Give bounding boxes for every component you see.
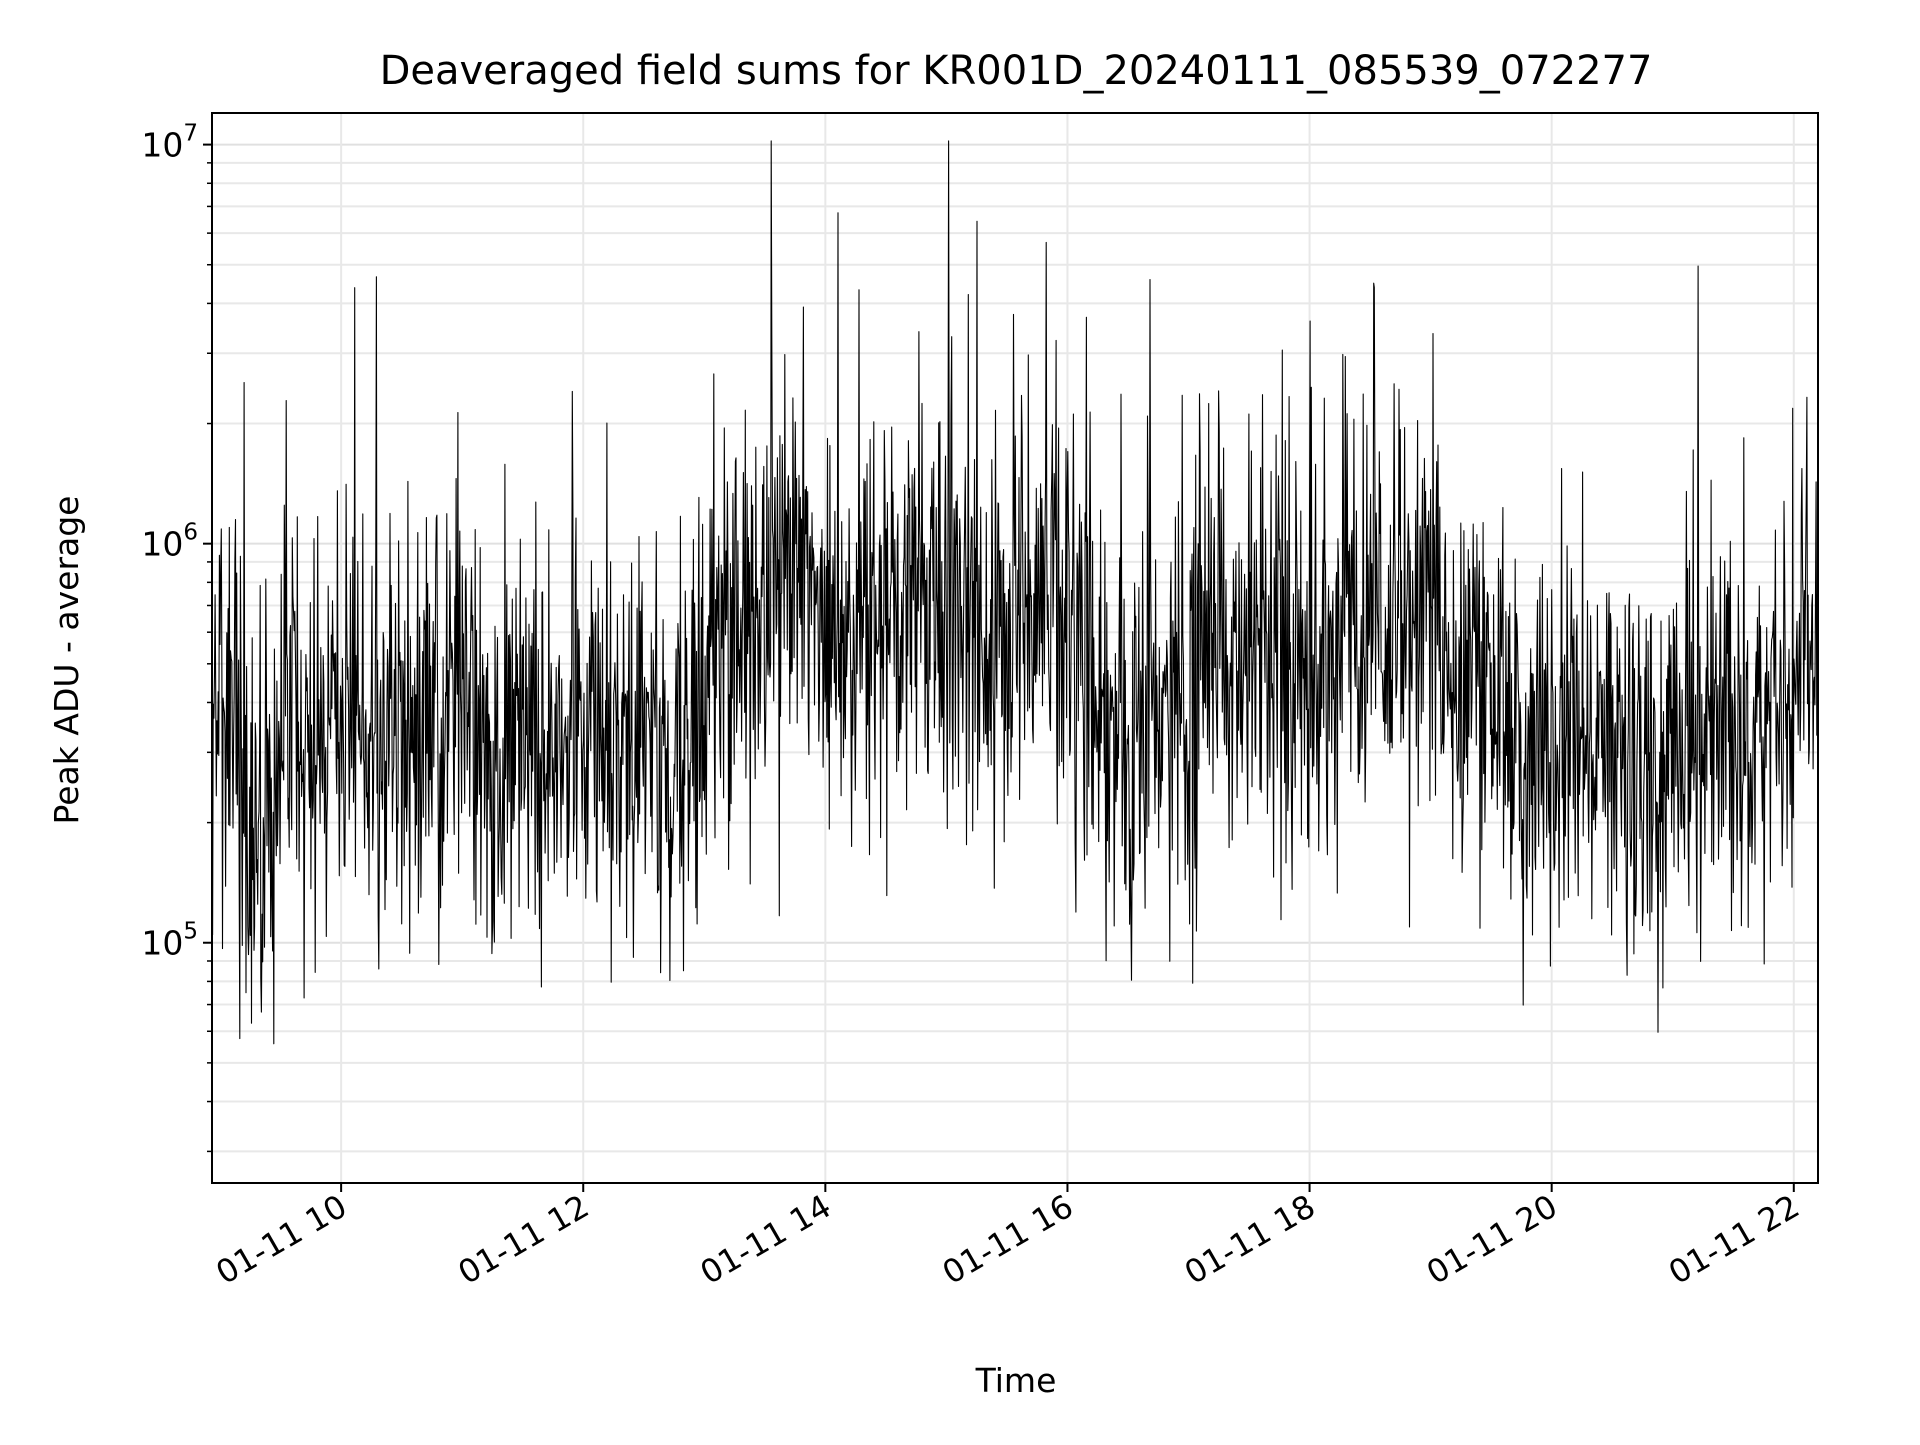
- series-line: [212, 140, 1818, 1045]
- axis-ticks: 105 106 107 01-11 10 01-11 12 01-11 14 01-11 1…: [141, 121, 1805, 1292]
- axes-frame: [211, 112, 1819, 1184]
- x-axis-label: Time: [975, 1361, 1057, 1400]
- chart-title: Deaveraged field sums for KR001D_2024011…: [380, 48, 1653, 94]
- x-tick-label: 01-11 20: [1420, 1187, 1564, 1292]
- plot-area: [212, 140, 1818, 1045]
- x-tick-label: 01-11 12: [452, 1187, 596, 1292]
- x-tick-label: 01-11 16: [936, 1187, 1080, 1292]
- y-tick-label: 107: [141, 121, 198, 165]
- x-tick-label: 01-11 14: [694, 1187, 838, 1292]
- y-tick-label: 105: [141, 919, 198, 963]
- y-tick-label: 106: [141, 520, 198, 564]
- x-tick-label: 01-11 10: [210, 1187, 354, 1292]
- x-tick-label: 01-11 18: [1178, 1187, 1322, 1292]
- y-axis-label: Peak ADU - average: [47, 496, 86, 825]
- x-tick-label: 01-11 22: [1662, 1187, 1806, 1292]
